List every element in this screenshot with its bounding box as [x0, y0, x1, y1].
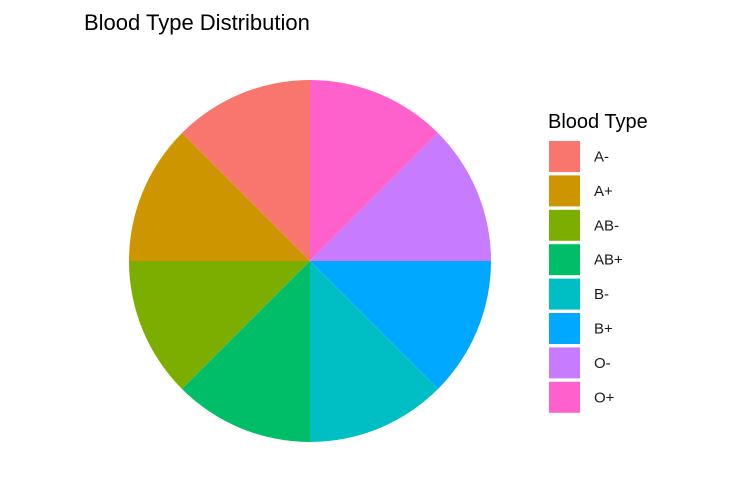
pie-slice-aneg: [182, 80, 310, 261]
legend-key: [549, 313, 580, 344]
legend-key: [549, 244, 580, 276]
pie-slice-abneg: [129, 261, 310, 389]
legend-key: [549, 141, 580, 172]
legend-key: [549, 381, 580, 413]
pie-slices: [129, 80, 491, 442]
legend-key: [549, 175, 580, 207]
pie-slice-bpos: [310, 261, 491, 389]
pie-slice-oneg: [310, 133, 491, 261]
pie-slice-opos: [310, 80, 438, 261]
legend: Blood Type A- A+ AB- AB+ B- B+ O- O+: [548, 111, 648, 413]
chart-title: Blood Type Distribution: [84, 10, 310, 35]
pie-slice-bneg: [310, 261, 438, 442]
legend-key: [549, 347, 580, 379]
legend-label: A+: [594, 183, 613, 200]
legend-label: AB-: [594, 217, 619, 234]
legend-key: [549, 209, 580, 241]
pie-slice-apos: [129, 133, 310, 261]
legend-label: AB+: [594, 252, 623, 269]
legend-label: B-: [594, 286, 609, 303]
legend-title: Blood Type: [548, 111, 648, 133]
legend-label: A-: [594, 149, 609, 166]
legend-label: O+: [594, 389, 615, 406]
legend-label: O-: [594, 355, 611, 372]
legend-label: B+: [594, 321, 613, 338]
legend-key: [549, 278, 580, 310]
pie-slice-abpos: [182, 261, 310, 442]
